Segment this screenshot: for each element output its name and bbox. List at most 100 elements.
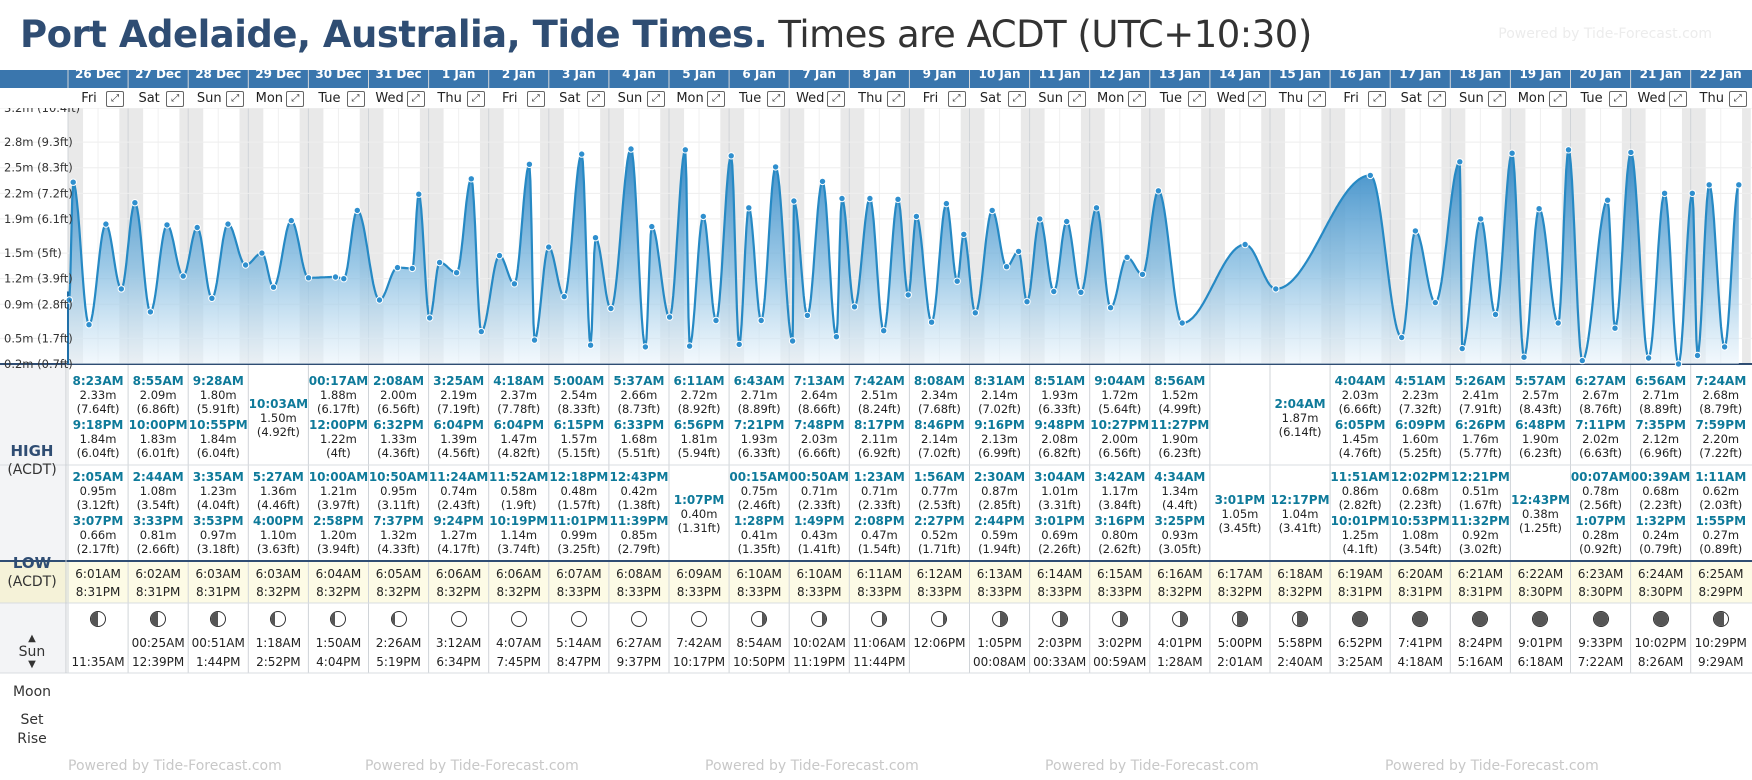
moonset-time: 7:42AM — [676, 636, 722, 650]
expand-day-icon[interactable]: ⤢ — [1067, 91, 1086, 107]
weekday-label: Mon — [1517, 91, 1546, 106]
footer-watermark-3: Powered by Tide-Forecast.com — [705, 758, 919, 774]
high-height-ft: (4.36ft) — [377, 446, 421, 460]
y-tick-label: 2.5m (8.3ft) — [4, 161, 73, 175]
expand-day-icon[interactable]: ⤢ — [1248, 91, 1266, 107]
expand-day-icon[interactable]: ⤢ — [1488, 91, 1507, 107]
low-height-ft: (3.05ft) — [1158, 542, 1202, 556]
tide-point — [850, 303, 859, 311]
low-time: 10:00AM — [308, 470, 369, 484]
expand-day-icon[interactable]: ⤢ — [827, 91, 846, 107]
expand-day-icon[interactable]: ⤢ — [1007, 91, 1026, 107]
y-tick-label: 0.5m (1.7ft) — [4, 331, 73, 345]
high-height-m: 2.14m — [981, 388, 1018, 402]
tide-point — [353, 206, 361, 215]
high-height-ft: (6.17ft) — [316, 402, 360, 416]
night-shade-evening — [479, 108, 489, 364]
sunrise-time: 6:08AM — [616, 567, 662, 581]
tide-point — [1123, 253, 1131, 262]
tide-point — [1705, 181, 1713, 189]
expand-day-icon[interactable]: ⤢ — [346, 91, 365, 107]
low-time: 7:37PM — [373, 514, 424, 528]
tide-point — [65, 296, 74, 304]
low-height-m: 0.99m — [560, 528, 598, 542]
tide-point — [790, 197, 798, 205]
expand-day-icon[interactable]: ⤢ — [526, 91, 545, 107]
high-height-m: 2.71m — [1642, 388, 1680, 402]
tide-point — [745, 204, 753, 212]
moon-phase-icon — [1652, 611, 1669, 627]
y-tick-label: 1.9m (6.1ft) — [4, 212, 73, 226]
moonset-time: 12:06PM — [913, 636, 966, 650]
expand-day-icon[interactable]: ⤢ — [106, 91, 125, 107]
low-height-ft: (4.46ft) — [256, 498, 300, 512]
sunset-time: 8:33PM — [736, 585, 782, 599]
moon-phase-icon — [871, 611, 888, 627]
expand-day-icon[interactable]: ⤢ — [1428, 91, 1447, 107]
expand-day-icon[interactable]: ⤢ — [1308, 91, 1327, 107]
high-time: 9:16PM — [974, 418, 1025, 432]
sunrise-time: 6:22AM — [1517, 567, 1564, 581]
weekday-label: Sun — [1458, 91, 1484, 106]
high-time: 6:26PM — [1455, 418, 1506, 432]
weekday-label: Fri — [922, 91, 939, 106]
high-time: 9:18PM — [72, 418, 124, 432]
low-height-ft: (1.35ft) — [737, 542, 781, 556]
sun-label-text: Sun — [18, 644, 46, 660]
low-time: 11:51AM — [1330, 470, 1390, 484]
expand-day-icon[interactable]: ⤢ — [1127, 91, 1146, 107]
sunrise-time: 6:06AM — [435, 567, 482, 581]
tide-line — [66, 147, 1740, 366]
date-label: 11 Jan — [1038, 67, 1081, 81]
title-timezone: Times are ACDT (UTC+10:30) — [778, 13, 1312, 56]
high-height-m: 2.19m — [440, 388, 478, 402]
low-time: 2:58PM — [313, 514, 364, 528]
high-time: 8:46PM — [914, 418, 965, 432]
sunset-time: 8:32PM — [1217, 585, 1263, 599]
high-time: 7:59PM — [1695, 418, 1747, 432]
tide-point — [340, 275, 348, 283]
weekday-label: Wed — [1637, 91, 1666, 106]
tide-point — [1092, 204, 1101, 212]
high-time: 7:42AM — [853, 374, 905, 388]
tide-point — [1411, 227, 1420, 235]
expand-day-icon[interactable]: ⤢ — [1728, 91, 1747, 107]
date-label: 20 Jan — [1579, 67, 1622, 81]
high-height-ft: (8.24ft) — [857, 402, 901, 416]
expand-day-icon[interactable]: ⤢ — [1368, 91, 1387, 107]
tide-point — [467, 175, 475, 183]
expand-day-icon[interactable]: ⤢ — [647, 91, 665, 107]
sun-row-bg — [0, 561, 1752, 603]
expand-day-icon[interactable]: ⤢ — [286, 91, 305, 107]
expand-day-icon[interactable]: ⤢ — [466, 91, 485, 107]
low-height-ft: (4.1ft) — [1342, 542, 1378, 556]
expand-day-icon[interactable]: ⤢ — [1668, 91, 1687, 107]
moonset-time: 00:25AM — [131, 636, 185, 650]
low-time: 11:32PM — [1450, 514, 1510, 528]
expand-day-icon[interactable]: ⤢ — [226, 91, 245, 107]
low-height-ft: (0.79ft) — [1639, 542, 1683, 556]
moon-phase-icon — [150, 611, 167, 627]
sunrise-time: 6:03AM — [255, 567, 302, 581]
expand-day-icon[interactable]: ⤢ — [166, 91, 185, 107]
high-time: 6:43AM — [733, 374, 785, 388]
expand-day-icon[interactable]: ⤢ — [586, 91, 605, 107]
low-height-m: 0.95m — [380, 484, 417, 498]
expand-day-icon[interactable]: ⤢ — [887, 91, 906, 107]
sunrise-time: 6:25AM — [1697, 567, 1744, 581]
night-shade-evening — [419, 108, 429, 364]
expand-day-icon[interactable]: ⤢ — [1548, 91, 1567, 107]
high-time: 9:48PM — [1034, 418, 1085, 432]
expand-day-icon[interactable]: ⤢ — [947, 91, 966, 107]
low-height-ft: (2.46ft) — [737, 498, 781, 512]
moonset-time: 2:26AM — [375, 636, 422, 650]
expand-day-icon[interactable]: ⤢ — [1608, 91, 1627, 107]
expand-day-icon[interactable]: ⤢ — [767, 91, 786, 107]
expand-day-icon[interactable]: ⤢ — [707, 91, 726, 107]
expand-day-icon[interactable]: ⤢ — [406, 91, 425, 107]
high-height-ft: (6.92ft) — [857, 446, 901, 460]
moonrise-time: 2:52PM — [256, 655, 301, 669]
expand-day-icon[interactable]: ⤢ — [1187, 91, 1206, 107]
high-height-ft: (6.96ft) — [1639, 446, 1683, 460]
low-time: 3:33PM — [132, 514, 184, 528]
